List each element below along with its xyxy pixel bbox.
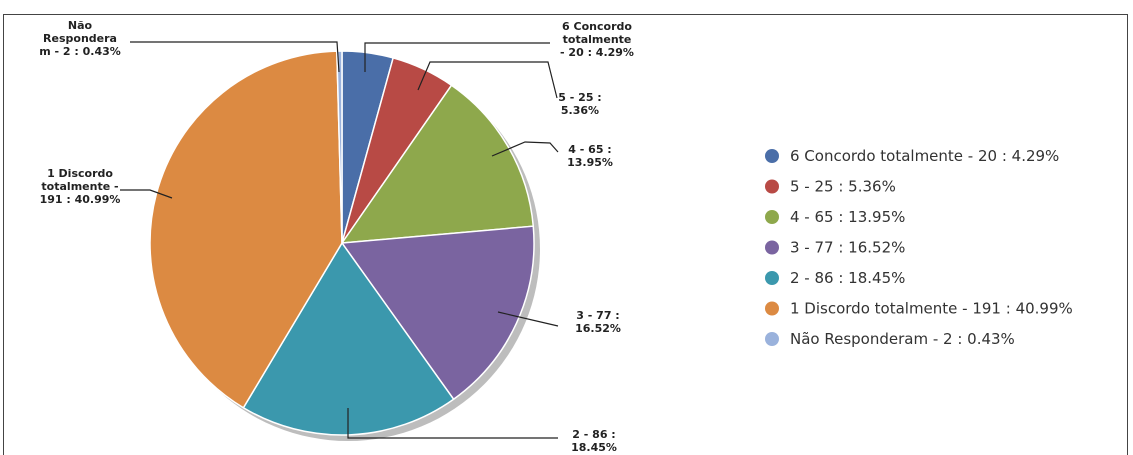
pie-slice-5 (149, 50, 343, 409)
callout-label-4: 2 - 86 :18.45% (571, 428, 617, 454)
callout-label-0: 6 Concordo totalmente - 20 : 4.29% (560, 20, 634, 59)
legend-label-3: 3 - 77 : 16.52% (790, 239, 905, 257)
leader-line-3 (497, 311, 559, 327)
pie-slice-6 (336, 50, 343, 244)
pie-slices (149, 50, 535, 436)
pie-slice-2 (341, 84, 535, 244)
legend-marker-5 (765, 301, 779, 316)
pie-slice-4 (242, 242, 455, 436)
callout-label-6: Não Respondera m - 2 : 0.43% (39, 19, 121, 58)
callout-label-3: 3 - 77 :16.52% (575, 309, 621, 335)
callout-label-1: 5 - 25 :5.36% (558, 91, 601, 117)
legend-marker-4 (765, 271, 779, 285)
callout-label-2: 4 - 65 :13.95% (567, 143, 613, 169)
legend-label-6: Não Responderam - 2 : 0.43% (790, 330, 1015, 348)
callout-labels: 6 Concordo totalmente - 20 : 4.29% 5 - 25 :… (39, 19, 634, 454)
leader-line-4 (347, 408, 558, 439)
leader-line-2 (491, 141, 559, 157)
pie-slice-3 (341, 225, 535, 400)
legend-marker-0 (765, 149, 779, 163)
callout-label-5: 1 Discordo totalmente -191 : 40.99% (40, 167, 121, 206)
legend: 6 Concordo totalmente - 20 : 4.29% 5 - 25… (765, 147, 1073, 348)
leader-line-1 (417, 61, 558, 99)
legend-label-0: 6 Concordo totalmente - 20 : 4.29% (790, 147, 1059, 165)
legend-marker-3 (765, 240, 779, 255)
legend-marker-1 (765, 179, 779, 194)
legend-label-1: 5 - 25 : 5.36% (790, 178, 896, 196)
leader-line-0 (364, 42, 550, 72)
legend-marker-2 (765, 210, 779, 224)
leader-line-5 (120, 189, 173, 199)
callout-leaders (120, 41, 559, 439)
leader-line-6 (130, 41, 340, 73)
legend-marker-6 (765, 332, 779, 346)
legend-label-4: 2 - 86 : 18.45% (790, 269, 905, 287)
legend-label-2: 4 - 65 : 13.95% (790, 208, 905, 226)
legend-label-5: 1 Discordo totalmente - 191 : 40.99% (790, 300, 1073, 318)
